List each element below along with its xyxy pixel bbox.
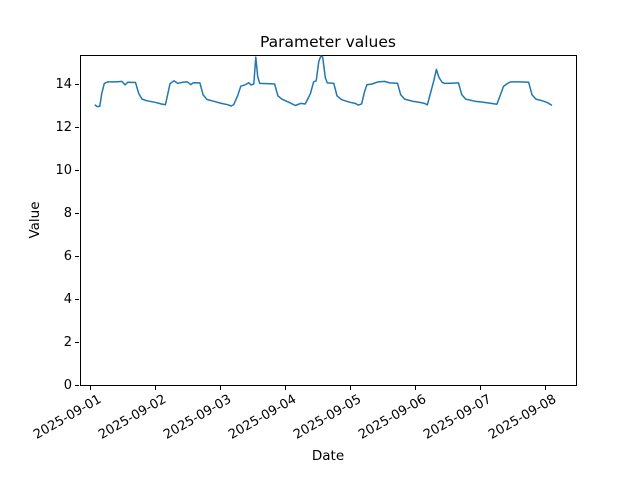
chart-title: Parameter values: [260, 33, 396, 51]
y-tick-label: 8: [63, 205, 72, 221]
y-tick-label: 0: [63, 377, 72, 393]
y-tick-label: 10: [55, 162, 72, 178]
y-tick-label: 14: [55, 76, 72, 92]
x-axis-label: Date: [311, 448, 345, 464]
axes-spines: [80, 55, 577, 386]
y-tick-label: 12: [55, 119, 72, 135]
y-tick-label: 6: [63, 248, 72, 264]
y-tick-label: 4: [63, 291, 72, 307]
data-line: [94, 55, 553, 108]
y-tick-label: 2: [63, 334, 72, 350]
